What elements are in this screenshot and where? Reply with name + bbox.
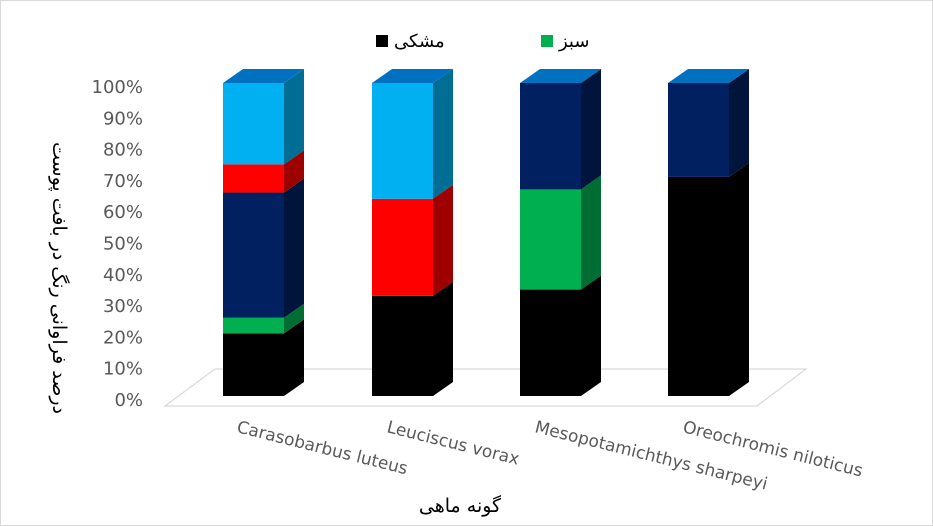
bar-segment — [520, 189, 581, 290]
y-tick-label: 90% — [103, 108, 143, 129]
bar-segment — [223, 164, 284, 193]
y-tick-label: 0% — [114, 390, 143, 411]
floor-plane — [163, 368, 808, 407]
bar-top — [223, 69, 304, 83]
y-tick-label: 50% — [103, 234, 143, 255]
bar-stack — [223, 69, 304, 396]
bar-stack — [372, 69, 453, 396]
legend-swatch-green — [541, 35, 553, 47]
bar-stack — [520, 69, 601, 396]
legend-label-black: مشکی — [394, 31, 445, 52]
bar-segment-side — [284, 69, 304, 165]
y-tick-label: 100% — [92, 77, 143, 98]
bar-segment — [520, 289, 581, 396]
bar-segment-side — [581, 275, 601, 396]
y-axis-title: درصد فراوانی رنگ در بافت پوست — [48, 142, 70, 414]
bar-segment-side — [729, 162, 749, 396]
bar-segment — [668, 176, 729, 396]
legend: مشکی سبز — [376, 31, 589, 52]
legend-swatch-black — [376, 35, 388, 47]
bar-segment — [372, 295, 433, 396]
x-axis-title: گونه ماهی — [419, 494, 502, 517]
bar-segment-side — [433, 281, 453, 396]
bar-segment — [223, 333, 284, 396]
bar-segment-side — [729, 69, 749, 177]
x-category-label: Carasobarbus luteus — [235, 417, 410, 479]
bar-segment-side — [284, 303, 304, 334]
bar-top — [372, 69, 453, 83]
bar-segment-side — [433, 184, 453, 296]
y-tick-label: 30% — [103, 296, 143, 317]
bar-segment-side — [284, 319, 304, 396]
bar-segment-side — [284, 178, 304, 318]
bar-segment — [223, 192, 284, 318]
y-tick-label: 20% — [103, 327, 143, 348]
bars — [223, 69, 749, 396]
bar-top — [520, 69, 601, 83]
bar-segment — [520, 83, 581, 190]
y-tick-label: 70% — [103, 171, 143, 192]
y-tick-label: 10% — [103, 359, 143, 380]
bar-top — [668, 69, 749, 83]
y-tick-label: 60% — [103, 202, 143, 223]
bar-segment — [372, 198, 433, 296]
bar-stack — [668, 69, 749, 396]
y-axis-ticks: 0% 10% 20% 30% 40% 50% 60% 70% 80% 90% 100% — [92, 77, 143, 411]
chart-floor — [163, 368, 808, 407]
y-tick-label: 40% — [103, 265, 143, 286]
bar-segment — [668, 83, 729, 177]
bar-segment — [223, 317, 284, 334]
y-tick-label: 80% — [103, 140, 143, 161]
bar-segment — [372, 83, 433, 199]
legend-label-green: سبز — [558, 31, 589, 52]
bar-segment-side — [581, 175, 601, 290]
bar-segment-side — [284, 150, 304, 193]
bar-segment-side — [581, 69, 601, 190]
bar-segment — [223, 83, 284, 165]
bar-segment-side — [433, 69, 453, 199]
